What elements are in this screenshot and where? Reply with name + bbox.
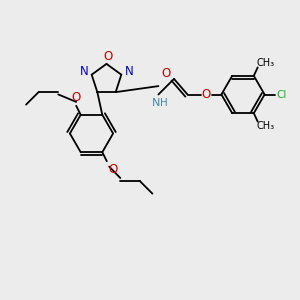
Text: O: O <box>108 163 117 176</box>
Text: O: O <box>72 91 81 104</box>
Text: H: H <box>160 98 168 108</box>
Text: N: N <box>80 65 88 78</box>
Text: O: O <box>161 67 170 80</box>
Text: N: N <box>152 98 160 108</box>
Text: O: O <box>103 50 112 63</box>
Text: O: O <box>201 88 210 101</box>
Text: CH₃: CH₃ <box>257 58 275 68</box>
Text: Cl: Cl <box>277 89 287 100</box>
Text: CH₃: CH₃ <box>257 121 275 131</box>
Text: N: N <box>125 65 134 78</box>
